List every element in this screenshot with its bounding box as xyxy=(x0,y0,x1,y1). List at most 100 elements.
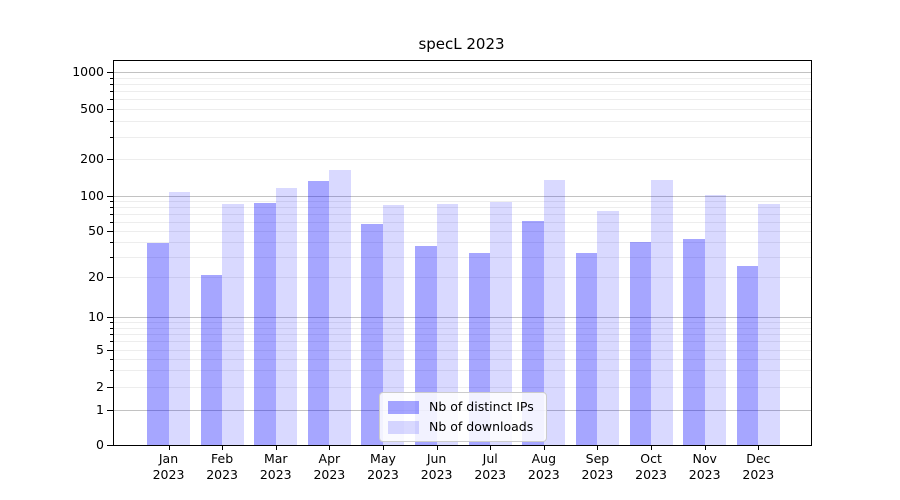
y-minor-gridline xyxy=(114,159,811,160)
y-minor-tick xyxy=(110,256,114,258)
x-tick xyxy=(704,445,706,450)
bar-downloads-jul xyxy=(490,202,512,445)
y-minor-gridline xyxy=(114,322,811,324)
y-minor-gridline xyxy=(114,201,811,203)
y-tick-label: 10 xyxy=(88,309,104,324)
x-tick xyxy=(597,445,599,450)
y-minor-gridline xyxy=(114,121,811,123)
bar-distinct-ips-jan xyxy=(147,243,169,445)
y-major-gridline xyxy=(114,196,811,197)
bar-distinct-ips-may xyxy=(361,223,383,445)
x-tick-label: Dec 2023 xyxy=(742,451,775,482)
bar-downloads-dec xyxy=(758,203,780,445)
y-tick-label: 5 xyxy=(96,342,104,357)
bar-distinct-ips-mar xyxy=(254,203,276,445)
x-tick-label: Mar 2023 xyxy=(259,451,292,482)
x-tick-label: Nov 2023 xyxy=(688,451,721,482)
bar-distinct-ips-nov xyxy=(683,238,705,445)
y-minor-gridline xyxy=(114,77,811,79)
y-tick xyxy=(107,317,114,318)
y-minor-gridline xyxy=(114,358,811,360)
y-tick-label: 0 xyxy=(96,437,104,452)
bar-downloads-feb xyxy=(222,204,244,445)
x-tick-label: Oct 2023 xyxy=(635,451,667,482)
legend-label-distinct-ips: Nb of distinct IPs xyxy=(429,399,534,414)
x-tick-label: Apr 2023 xyxy=(313,451,346,482)
x-tick-label: Jul 2023 xyxy=(474,451,507,482)
y-tick xyxy=(107,196,114,197)
y-tick-label: 1 xyxy=(96,402,104,417)
chart-title: specL 2023 xyxy=(418,35,505,53)
y-tick xyxy=(107,386,114,388)
x-tick-label: May 2023 xyxy=(367,451,399,482)
y-minor-gridline xyxy=(114,327,811,329)
y-minor-tick xyxy=(110,358,114,360)
y-minor-tick xyxy=(110,322,114,324)
y-tick xyxy=(107,350,114,351)
bar-downloads-jan xyxy=(168,192,190,445)
x-tick-label: Sep 2023 xyxy=(581,451,614,482)
legend: Nb of distinct IPs Nb of downloads xyxy=(379,392,547,442)
y-tick-label: 100 xyxy=(80,188,104,203)
y-tick-label: 50 xyxy=(88,223,104,238)
y-minor-tick xyxy=(110,77,114,79)
y-major-gridline xyxy=(114,72,811,73)
y-minor-gridline xyxy=(114,350,811,351)
bar-downloads-oct xyxy=(651,179,673,445)
legend-swatch-downloads xyxy=(388,420,419,434)
y-minor-gridline xyxy=(114,99,811,101)
x-tick xyxy=(651,445,653,450)
legend-label-downloads: Nb of downloads xyxy=(429,419,534,434)
y-tick-label: 20 xyxy=(88,269,104,284)
x-tick xyxy=(222,445,224,450)
y-minor-gridline xyxy=(114,370,811,372)
y-minor-gridline xyxy=(114,83,811,85)
y-minor-tick xyxy=(110,242,114,244)
bar-downloads-sep xyxy=(597,211,619,445)
x-tick-label: Jan 2023 xyxy=(152,451,185,482)
y-major-gridline xyxy=(114,317,811,318)
x-tick-label: Aug 2023 xyxy=(527,451,560,482)
bar-downloads-jun xyxy=(436,204,459,445)
bar-distinct-ips-dec xyxy=(736,265,759,445)
y-minor-gridline xyxy=(114,91,811,93)
y-tick-label: 1000 xyxy=(72,64,104,79)
y-minor-tick xyxy=(110,341,114,343)
y-minor-tick xyxy=(110,333,114,335)
y-tick xyxy=(107,159,114,160)
y-tick xyxy=(107,445,114,446)
y-tick-label: 200 xyxy=(80,151,104,166)
bar-distinct-ips-feb xyxy=(200,274,223,445)
y-minor-tick xyxy=(110,370,114,372)
legend-item-downloads: Nb of downloads xyxy=(388,420,534,434)
bar-downloads-aug xyxy=(543,179,566,445)
y-tick xyxy=(107,410,114,411)
x-tick xyxy=(168,445,170,450)
y-minor-tick xyxy=(110,201,114,203)
x-tick xyxy=(382,445,384,450)
bar-distinct-ips-sep xyxy=(575,253,598,445)
y-minor-gridline xyxy=(114,386,811,388)
x-tick-label: Jun 2023 xyxy=(420,451,453,482)
y-tick-label: 2 xyxy=(96,378,104,394)
x-tick xyxy=(758,445,760,450)
bar-distinct-ips-oct xyxy=(629,242,652,445)
y-minor-gridline xyxy=(114,242,811,244)
y-minor-tick xyxy=(110,99,114,101)
y-minor-gridline xyxy=(114,109,811,110)
y-minor-gridline xyxy=(114,231,811,232)
bar-downloads-nov xyxy=(704,194,727,445)
y-tick-label: 500 xyxy=(80,101,104,116)
bar-distinct-ips-aug xyxy=(522,220,544,445)
y-minor-gridline xyxy=(114,221,811,223)
y-minor-gridline xyxy=(114,214,811,215)
bar-distinct-ips-apr xyxy=(307,180,330,445)
bar-downloads-mar xyxy=(275,187,298,445)
y-tick xyxy=(107,277,114,278)
y-tick xyxy=(107,109,114,110)
y-minor-tick xyxy=(110,221,114,223)
bar-downloads-apr xyxy=(329,169,351,445)
y-minor-tick xyxy=(110,136,114,138)
bar-downloads-may xyxy=(382,204,405,445)
